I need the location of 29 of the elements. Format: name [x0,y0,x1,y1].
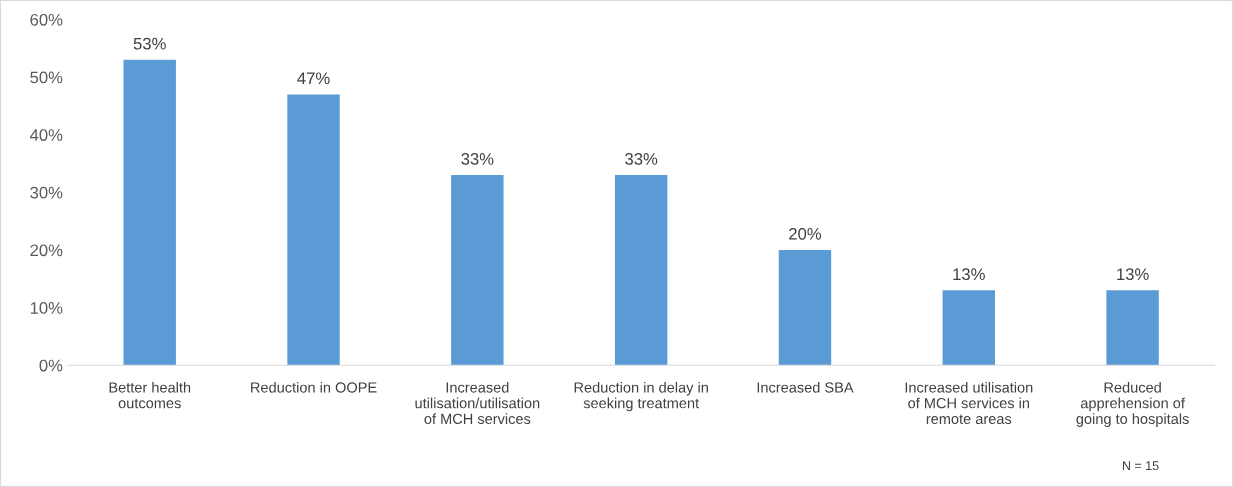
bar [123,59,176,366]
x-tick-label: Reduction in delay in seeking treatment [574,381,708,412]
bar [778,249,832,366]
data-label: 13% [1117,268,1149,281]
y-tick-label: 0% [39,359,63,372]
x-tick-label: Reduction in OOPE [251,381,377,393]
data-label: 33% [625,153,658,165]
x-tick-label: Reduced apprehension of going to hospitals [1076,381,1189,427]
text: N = 15 [1122,461,1159,471]
y-tick-label: 30% [30,186,63,199]
x-tick-label: Better health outcomes [109,381,191,409]
y-tick-label: 20% [30,244,63,257]
x-tick-label: Increased utilisation/utilisation of MCH services [415,381,540,425]
bar [287,94,340,366]
y-tick-label: 40% [29,129,63,141]
data-label: 20% [789,227,822,240]
x-tick-label: Increased SBA [757,381,854,393]
data-label: 13% [953,268,985,281]
y-tick-label: 50% [30,71,63,84]
x-tick-label: Increased utilisation of MCH services in remote areas [905,381,1033,425]
data-label: 33% [461,153,494,165]
bar [1106,290,1159,366]
bar [942,290,995,366]
data-label: 53% [133,37,166,50]
data-label: 47% [297,72,330,85]
bar [614,175,668,366]
y-tick-label: 10% [30,302,63,314]
bar [451,175,504,366]
y-tick-label: 60% [30,13,63,26]
